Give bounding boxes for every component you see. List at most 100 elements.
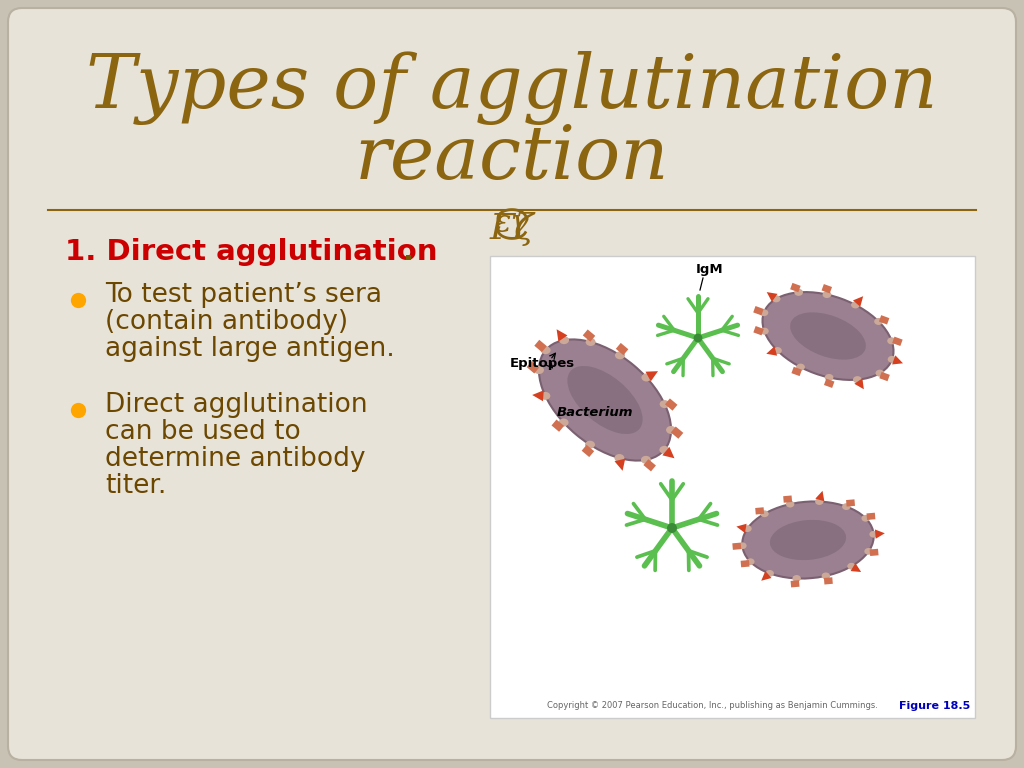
Polygon shape: [526, 361, 540, 373]
Ellipse shape: [791, 313, 866, 359]
Ellipse shape: [793, 575, 801, 582]
Ellipse shape: [821, 572, 830, 579]
Polygon shape: [755, 508, 764, 515]
Ellipse shape: [824, 374, 834, 381]
Ellipse shape: [847, 563, 856, 570]
Text: Γζ: Γζ: [489, 212, 535, 246]
Polygon shape: [532, 390, 544, 401]
Polygon shape: [614, 458, 626, 471]
Text: εγ: εγ: [495, 208, 529, 239]
Ellipse shape: [861, 515, 870, 521]
Polygon shape: [671, 426, 683, 439]
Polygon shape: [783, 495, 793, 503]
Text: IgM: IgM: [696, 263, 724, 276]
Polygon shape: [663, 447, 675, 458]
Polygon shape: [879, 315, 890, 325]
Ellipse shape: [773, 347, 782, 354]
Ellipse shape: [659, 445, 670, 454]
Ellipse shape: [567, 366, 643, 434]
Polygon shape: [824, 379, 835, 388]
Ellipse shape: [842, 503, 851, 510]
Text: Direct agglutination: Direct agglutination: [105, 392, 368, 418]
Polygon shape: [582, 445, 594, 457]
Ellipse shape: [742, 502, 873, 578]
Text: Bacterium: Bacterium: [557, 406, 633, 419]
Polygon shape: [851, 563, 861, 572]
FancyBboxPatch shape: [8, 8, 1016, 760]
Polygon shape: [754, 326, 764, 336]
Ellipse shape: [815, 498, 823, 505]
Ellipse shape: [887, 337, 896, 344]
Polygon shape: [643, 459, 656, 472]
Polygon shape: [552, 419, 564, 432]
Ellipse shape: [743, 525, 752, 532]
Polygon shape: [892, 356, 903, 365]
Ellipse shape: [693, 333, 702, 343]
Ellipse shape: [559, 336, 569, 344]
Ellipse shape: [864, 548, 872, 554]
Polygon shape: [824, 578, 833, 584]
Polygon shape: [815, 491, 824, 502]
Ellipse shape: [760, 328, 769, 335]
Polygon shape: [665, 399, 678, 411]
Ellipse shape: [541, 392, 550, 400]
Ellipse shape: [558, 419, 568, 426]
Ellipse shape: [853, 376, 862, 383]
Text: against large antigen.: against large antigen.: [105, 336, 394, 362]
Ellipse shape: [888, 356, 896, 362]
Polygon shape: [535, 339, 547, 352]
Text: (contain antibody): (contain antibody): [105, 309, 348, 335]
Ellipse shape: [763, 292, 894, 380]
Ellipse shape: [614, 454, 625, 462]
Ellipse shape: [770, 520, 846, 560]
Polygon shape: [583, 329, 595, 342]
Ellipse shape: [666, 426, 676, 434]
Ellipse shape: [760, 511, 769, 517]
Ellipse shape: [795, 289, 803, 296]
Polygon shape: [736, 524, 746, 533]
Polygon shape: [846, 499, 855, 507]
Ellipse shape: [641, 456, 651, 464]
Polygon shape: [874, 529, 885, 539]
Ellipse shape: [766, 570, 774, 577]
Text: titer.: titer.: [105, 473, 166, 499]
Ellipse shape: [822, 291, 831, 298]
Text: .: .: [403, 238, 414, 266]
Ellipse shape: [746, 558, 755, 565]
Text: Figure 18.5: Figure 18.5: [899, 701, 970, 711]
Ellipse shape: [874, 318, 883, 325]
Ellipse shape: [785, 501, 795, 508]
Polygon shape: [557, 329, 567, 342]
Text: determine antibody: determine antibody: [105, 446, 366, 472]
Polygon shape: [766, 346, 777, 356]
Polygon shape: [880, 372, 890, 381]
Ellipse shape: [851, 301, 860, 309]
Polygon shape: [853, 296, 863, 306]
Text: Copyright © 2007 Pearson Education, Inc., publishing as Benjamin Cummings.: Copyright © 2007 Pearson Education, Inc.…: [547, 701, 878, 710]
Polygon shape: [645, 371, 658, 382]
Ellipse shape: [539, 339, 671, 461]
Ellipse shape: [586, 338, 596, 346]
Polygon shape: [615, 343, 629, 355]
Text: can be used to: can be used to: [105, 419, 301, 445]
Ellipse shape: [615, 351, 625, 359]
Ellipse shape: [876, 369, 885, 376]
Polygon shape: [869, 549, 879, 556]
Text: Types of agglutination: Types of agglutination: [86, 51, 938, 125]
FancyBboxPatch shape: [490, 256, 975, 718]
Polygon shape: [791, 580, 800, 588]
Polygon shape: [761, 571, 771, 581]
Ellipse shape: [585, 441, 595, 449]
Ellipse shape: [659, 400, 670, 408]
Text: Epitopes: Epitopes: [510, 356, 575, 369]
Polygon shape: [732, 543, 741, 550]
Polygon shape: [854, 379, 864, 389]
Polygon shape: [767, 292, 777, 302]
Polygon shape: [740, 560, 750, 568]
Ellipse shape: [534, 366, 544, 374]
Ellipse shape: [772, 296, 780, 303]
Polygon shape: [821, 284, 833, 293]
Polygon shape: [892, 336, 903, 346]
Polygon shape: [792, 367, 802, 376]
Ellipse shape: [869, 531, 878, 538]
